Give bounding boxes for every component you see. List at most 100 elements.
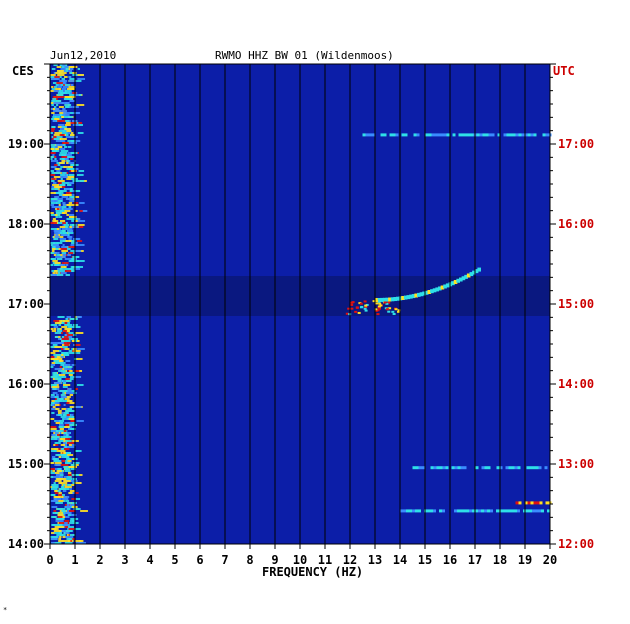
line-cell — [475, 509, 478, 513]
band-cell — [79, 210, 88, 212]
band-cell — [57, 94, 64, 96]
band-cell — [69, 224, 74, 226]
band-cell — [52, 262, 55, 264]
x-tick-label: 20 — [543, 553, 557, 567]
band-cell — [69, 326, 78, 328]
band-cell — [78, 170, 85, 172]
tone-cell — [422, 291, 426, 296]
band-cell — [72, 224, 75, 226]
band-cell — [66, 378, 74, 380]
line-cell — [514, 509, 517, 513]
band-cell — [54, 262, 61, 264]
band-cell — [69, 394, 74, 396]
band-cell — [62, 114, 70, 116]
band-cell — [57, 86, 62, 88]
band-cell — [64, 224, 70, 226]
band-cell — [64, 258, 72, 260]
band-cell — [53, 532, 62, 534]
band-cell — [51, 358, 55, 360]
band-cell — [65, 124, 71, 126]
band-cell — [66, 446, 75, 448]
band-cell — [59, 456, 64, 458]
band-cell — [51, 200, 58, 202]
burst-cell — [355, 306, 359, 309]
band-cell — [61, 352, 69, 354]
band-cell — [53, 182, 57, 184]
band-cell — [56, 208, 60, 210]
band-cell — [64, 354, 69, 356]
band-cell — [50, 488, 58, 490]
tonal-line — [515, 501, 552, 505]
band-cell — [66, 452, 71, 454]
burst-cell — [364, 304, 368, 307]
band-cell — [59, 472, 64, 474]
band-cell — [52, 350, 56, 352]
line-cell — [539, 501, 543, 505]
band-cell — [65, 122, 73, 124]
band-cell — [54, 438, 61, 440]
band-cell — [55, 376, 64, 378]
band-cell — [70, 132, 74, 134]
band-cell — [58, 154, 67, 156]
band-cell — [72, 522, 79, 524]
band-cell — [69, 260, 78, 262]
burst-cell — [377, 300, 381, 303]
band-cell — [67, 166, 73, 168]
band-cell — [50, 438, 58, 440]
burst-cell — [350, 307, 354, 310]
band-cell — [52, 260, 58, 262]
band-cell — [56, 198, 63, 200]
band-cell — [56, 534, 64, 536]
line-cell — [457, 509, 460, 513]
burst-cell — [364, 309, 368, 312]
line-cell — [545, 501, 549, 505]
date-label: Jun12,2010 — [50, 49, 116, 62]
band-cell — [69, 370, 73, 372]
band-cell — [50, 144, 56, 146]
band-cell — [72, 180, 80, 182]
band-cell — [70, 464, 77, 466]
tone-cell — [406, 295, 411, 300]
band-cell — [54, 486, 59, 488]
band-cell — [59, 264, 66, 266]
line-cell — [521, 133, 525, 137]
tone-cell — [451, 281, 455, 286]
band-cell — [53, 172, 61, 174]
band-cell — [63, 452, 66, 454]
band-cell — [64, 266, 67, 268]
band-cell — [53, 320, 60, 322]
band-cell — [55, 518, 63, 520]
band-cell — [51, 434, 56, 436]
tone-cell — [438, 286, 442, 291]
burst-cell — [391, 310, 395, 313]
band-cell — [59, 190, 67, 192]
band-cell — [70, 414, 74, 416]
line-cell — [544, 466, 548, 470]
band-cell — [71, 170, 76, 172]
band-cell — [50, 428, 57, 430]
band-cell — [64, 520, 70, 522]
band-cell — [65, 228, 73, 230]
line-cell — [418, 509, 421, 513]
band-cell — [61, 88, 67, 90]
band-cell — [71, 140, 75, 142]
band-cell — [65, 226, 69, 228]
line-cell — [433, 509, 436, 513]
band-cell — [73, 268, 81, 270]
band-cell — [50, 352, 56, 354]
line-cell — [436, 466, 440, 470]
band-cell — [72, 194, 75, 196]
band-cell — [64, 368, 72, 370]
band-cell — [50, 426, 57, 428]
band-cell — [70, 190, 73, 192]
line-cell — [371, 133, 375, 137]
band-cell — [73, 202, 79, 204]
band-cell — [52, 116, 57, 118]
band-cell — [54, 382, 61, 384]
band-cell — [74, 256, 80, 258]
left-tick-label: 15:00 — [8, 457, 44, 471]
band-cell — [69, 534, 75, 536]
band-cell — [70, 444, 76, 446]
band-cell — [58, 114, 66, 116]
burst-cell — [376, 313, 380, 316]
